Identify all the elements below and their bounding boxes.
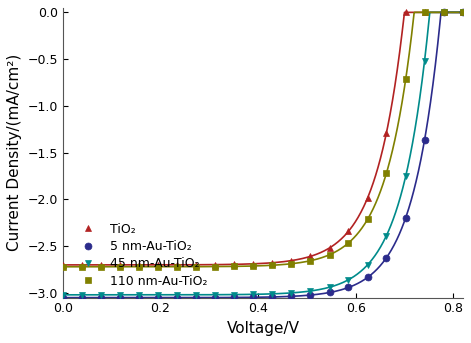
5 nm-Au-TiO₂ — [60, 296, 65, 300]
45 nm-Au-TiO₂ — [212, 293, 218, 297]
45 nm-Au-TiO₂ — [79, 293, 84, 297]
45 nm-Au-TiO₂ — [384, 234, 390, 238]
5 nm-Au-TiO₂ — [403, 216, 408, 220]
5 nm-Au-TiO₂ — [441, 10, 447, 14]
TiO₂ — [117, 263, 122, 267]
110 nm-Au-TiO₂ — [308, 259, 313, 263]
TiO₂ — [308, 254, 313, 258]
TiO₂ — [346, 229, 351, 233]
5 nm-Au-TiO₂ — [269, 295, 275, 299]
5 nm-Au-TiO₂ — [79, 296, 84, 300]
110 nm-Au-TiO₂ — [422, 10, 427, 14]
X-axis label: Voltage/V: Voltage/V — [227, 321, 300, 336]
Line: 110 nm-Au-TiO₂: 110 nm-Au-TiO₂ — [60, 10, 466, 270]
5 nm-Au-TiO₂ — [155, 296, 161, 300]
45 nm-Au-TiO₂ — [441, 10, 447, 14]
5 nm-Au-TiO₂ — [136, 296, 142, 300]
TiO₂ — [403, 10, 408, 14]
TiO₂ — [79, 263, 84, 267]
TiO₂ — [136, 263, 142, 267]
5 nm-Au-TiO₂ — [250, 295, 256, 299]
110 nm-Au-TiO₂ — [403, 77, 408, 81]
45 nm-Au-TiO₂ — [327, 285, 333, 289]
110 nm-Au-TiO₂ — [250, 264, 256, 268]
45 nm-Au-TiO₂ — [365, 263, 371, 267]
TiO₂ — [422, 10, 427, 14]
5 nm-Au-TiO₂ — [288, 294, 294, 298]
110 nm-Au-TiO₂ — [327, 253, 333, 257]
45 nm-Au-TiO₂ — [136, 293, 142, 297]
5 nm-Au-TiO₂ — [384, 256, 390, 260]
5 nm-Au-TiO₂ — [460, 10, 466, 14]
TiO₂ — [269, 261, 275, 265]
Line: TiO₂: TiO₂ — [59, 9, 466, 268]
110 nm-Au-TiO₂ — [460, 10, 466, 14]
TiO₂ — [174, 263, 180, 267]
TiO₂ — [60, 263, 65, 267]
45 nm-Au-TiO₂ — [194, 293, 199, 297]
110 nm-Au-TiO₂ — [117, 265, 122, 269]
45 nm-Au-TiO₂ — [308, 289, 313, 293]
110 nm-Au-TiO₂ — [212, 264, 218, 269]
5 nm-Au-TiO₂ — [327, 291, 333, 295]
TiO₂ — [460, 10, 466, 14]
110 nm-Au-TiO₂ — [441, 10, 447, 14]
5 nm-Au-TiO₂ — [365, 275, 371, 280]
Line: 45 nm-Au-TiO₂: 45 nm-Au-TiO₂ — [59, 9, 466, 298]
45 nm-Au-TiO₂ — [117, 293, 122, 297]
5 nm-Au-TiO₂ — [174, 296, 180, 300]
5 nm-Au-TiO₂ — [308, 293, 313, 297]
110 nm-Au-TiO₂ — [288, 262, 294, 266]
110 nm-Au-TiO₂ — [231, 264, 237, 269]
Legend: TiO₂, 5 nm-Au-TiO₂, 45 nm-Au-TiO₂, 110 nm-Au-TiO₂: TiO₂, 5 nm-Au-TiO₂, 45 nm-Au-TiO₂, 110 n… — [69, 219, 211, 292]
110 nm-Au-TiO₂ — [174, 265, 180, 269]
5 nm-Au-TiO₂ — [212, 296, 218, 300]
5 nm-Au-TiO₂ — [98, 296, 104, 300]
45 nm-Au-TiO₂ — [174, 293, 180, 297]
45 nm-Au-TiO₂ — [250, 292, 256, 296]
110 nm-Au-TiO₂ — [155, 265, 161, 269]
45 nm-Au-TiO₂ — [269, 292, 275, 296]
Line: 5 nm-Au-TiO₂: 5 nm-Au-TiO₂ — [59, 9, 466, 301]
5 nm-Au-TiO₂ — [194, 296, 199, 300]
45 nm-Au-TiO₂ — [155, 293, 161, 297]
45 nm-Au-TiO₂ — [346, 278, 351, 282]
TiO₂ — [231, 262, 237, 267]
110 nm-Au-TiO₂ — [98, 265, 104, 269]
110 nm-Au-TiO₂ — [365, 217, 371, 221]
5 nm-Au-TiO₂ — [422, 138, 427, 142]
TiO₂ — [384, 131, 390, 135]
TiO₂ — [98, 263, 104, 267]
45 nm-Au-TiO₂ — [460, 10, 466, 14]
110 nm-Au-TiO₂ — [346, 241, 351, 245]
TiO₂ — [365, 196, 371, 200]
TiO₂ — [288, 259, 294, 263]
110 nm-Au-TiO₂ — [384, 171, 390, 175]
TiO₂ — [250, 262, 256, 266]
TiO₂ — [194, 263, 199, 267]
TiO₂ — [212, 263, 218, 267]
110 nm-Au-TiO₂ — [269, 263, 275, 267]
45 nm-Au-TiO₂ — [98, 293, 104, 297]
TiO₂ — [441, 10, 447, 14]
110 nm-Au-TiO₂ — [194, 264, 199, 269]
Y-axis label: Current Density/(mA/cm²): Current Density/(mA/cm²) — [7, 54, 22, 251]
5 nm-Au-TiO₂ — [346, 285, 351, 289]
5 nm-Au-TiO₂ — [231, 295, 237, 299]
110 nm-Au-TiO₂ — [79, 265, 84, 269]
45 nm-Au-TiO₂ — [288, 291, 294, 295]
45 nm-Au-TiO₂ — [403, 174, 408, 178]
5 nm-Au-TiO₂ — [117, 296, 122, 300]
45 nm-Au-TiO₂ — [231, 293, 237, 297]
110 nm-Au-TiO₂ — [60, 265, 65, 269]
45 nm-Au-TiO₂ — [422, 59, 427, 63]
TiO₂ — [327, 246, 333, 250]
110 nm-Au-TiO₂ — [136, 265, 142, 269]
45 nm-Au-TiO₂ — [60, 293, 65, 297]
TiO₂ — [155, 263, 161, 267]
